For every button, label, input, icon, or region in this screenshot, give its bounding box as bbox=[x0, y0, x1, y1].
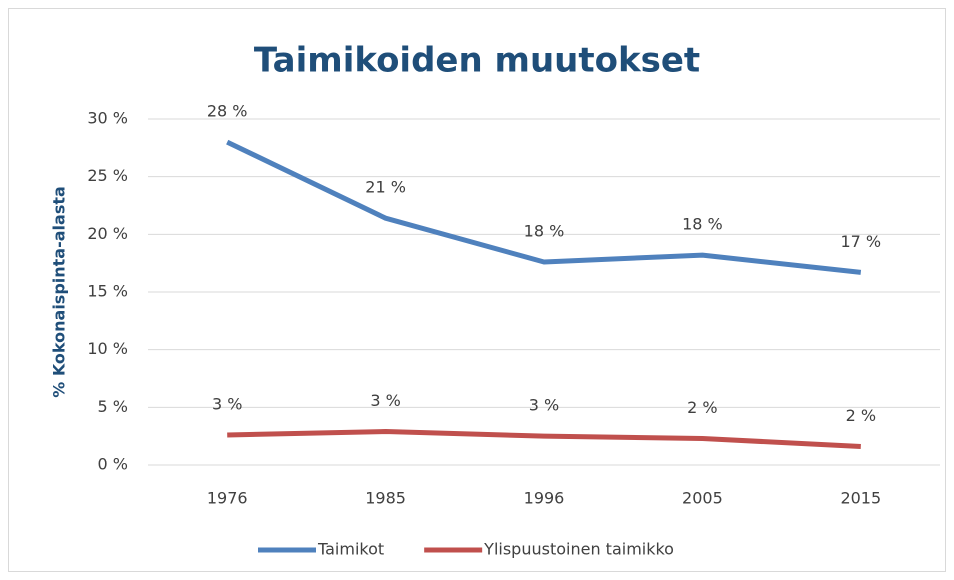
data-label: 2 % bbox=[846, 406, 876, 425]
legend-label: Ylispuustoinen taimikko bbox=[483, 540, 674, 559]
x-tick-label: 1996 bbox=[524, 489, 565, 508]
line bbox=[226, 139, 862, 275]
line bbox=[227, 429, 861, 450]
data-label: 2 % bbox=[687, 398, 717, 417]
legend-label: Taimikot bbox=[317, 540, 384, 559]
data-label: 17 % bbox=[840, 232, 881, 251]
x-tick-label: 2005 bbox=[682, 489, 723, 508]
data-label: 3 % bbox=[212, 395, 242, 414]
chart-border bbox=[8, 8, 946, 572]
data-label: 28 % bbox=[207, 102, 248, 121]
data-label: 18 % bbox=[682, 215, 723, 234]
data-label: 18 % bbox=[524, 222, 565, 241]
y-tick-label: 10 % bbox=[87, 339, 128, 358]
data-label: 21 % bbox=[365, 178, 406, 197]
data-label: 3 % bbox=[370, 391, 400, 410]
y-axis-label: % Kokonaispinta-alasta bbox=[50, 186, 69, 398]
y-tick-label: 5 % bbox=[98, 397, 128, 416]
y-tick-label: 20 % bbox=[87, 224, 128, 243]
data-label: 3 % bbox=[529, 396, 559, 415]
y-tick-label: 30 % bbox=[87, 109, 128, 128]
x-tick-label: 2015 bbox=[840, 489, 881, 508]
chart-title: Taimikoiden muutokset bbox=[254, 41, 700, 81]
y-tick-label: 0 % bbox=[98, 455, 128, 474]
x-tick-label: 1976 bbox=[207, 489, 248, 508]
y-tick-label: 25 % bbox=[87, 166, 128, 185]
y-tick-label: 15 % bbox=[87, 282, 128, 301]
x-tick-label: 1985 bbox=[365, 489, 406, 508]
